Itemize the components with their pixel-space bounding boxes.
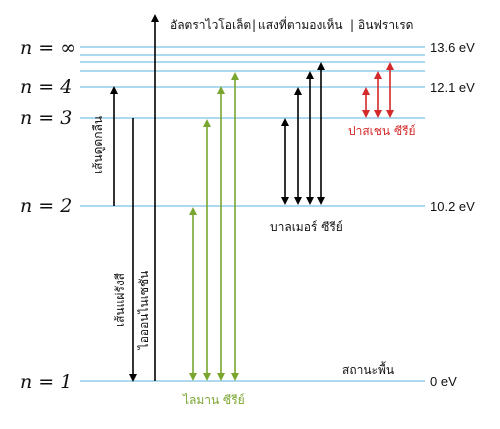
energy-label-inf: 13.6 eV (430, 40, 475, 55)
header-separator-2: | (350, 18, 354, 32)
n-label-inf: n = ∞ (20, 37, 76, 59)
energy-label-2: 10.2 eV (430, 199, 475, 214)
paschen-series-arrows (362, 62, 394, 118)
ultraviolet-label: อัลตราไวโอเล็ต (170, 17, 251, 32)
visible-light-label: แสงที่ตามองเห็น (258, 16, 343, 32)
header-separator-1: | (252, 18, 256, 32)
absorption-label: เส้นดูดกลืน (91, 116, 106, 174)
emission-label: เส้นแผ่รังสี (113, 272, 127, 327)
n-label-1: n = 1 (20, 371, 72, 393)
energy-label-4: 12.1 eV (430, 80, 475, 95)
lyman-series-label: ไลมาน ซีรีย์ (182, 393, 245, 407)
lyman-series-arrows (189, 72, 239, 381)
energy-level-lines (80, 46, 425, 382)
n-label-2: n = 2 (20, 195, 72, 217)
ionization-label: ไอออนไนเซชัน (137, 271, 151, 351)
n-label-3: n = 3 (20, 107, 72, 129)
infrared-label: อินฟราเรด (358, 18, 413, 32)
paschen-series-label: ปาสเชน ซีรีย์ (348, 124, 416, 138)
balmer-series-label: บาลเมอร์ ซีรีย์ (270, 220, 343, 234)
energy-label-1: 0 eV (430, 374, 457, 389)
ground-state-label: สถานะพื้น (342, 361, 394, 377)
n-label-4: n = 4 (20, 76, 72, 98)
balmer-series-arrows (281, 62, 325, 205)
